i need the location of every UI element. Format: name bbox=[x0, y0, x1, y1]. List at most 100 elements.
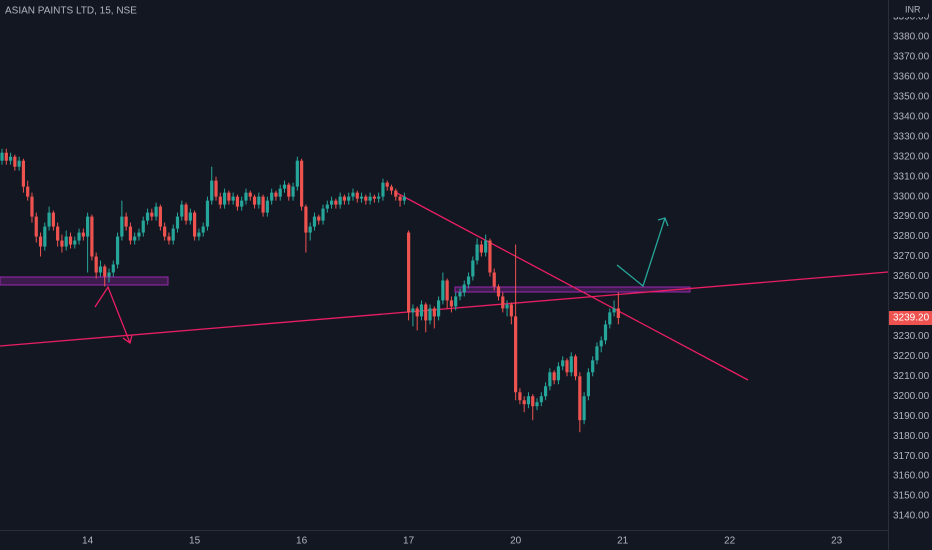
candle-body bbox=[193, 212, 197, 237]
candle-body bbox=[501, 296, 505, 309]
candle-body bbox=[227, 192, 231, 201]
candle-body bbox=[235, 196, 240, 207]
candle-body bbox=[505, 304, 509, 309]
x-tick-label: 22 bbox=[724, 536, 736, 547]
candle-body bbox=[522, 400, 526, 405]
candle-body bbox=[573, 356, 578, 377]
candle-body bbox=[569, 356, 573, 373]
currency-bg bbox=[892, 3, 928, 17]
candle-body bbox=[368, 196, 372, 201]
candle-body bbox=[334, 200, 338, 205]
candle-body bbox=[347, 196, 351, 201]
candle-body bbox=[603, 324, 608, 341]
candle-body bbox=[304, 206, 308, 233]
candle-body bbox=[175, 216, 180, 229]
last-price-label: 3239.20 bbox=[893, 313, 930, 324]
candle-body bbox=[201, 226, 205, 233]
candle-body bbox=[539, 396, 543, 403]
candle-body bbox=[454, 296, 458, 307]
candle-body bbox=[449, 300, 454, 307]
candle-body bbox=[377, 196, 381, 199]
y-tick-label: 3150.00 bbox=[893, 491, 930, 502]
candle-body bbox=[599, 340, 603, 347]
trend-line bbox=[394, 191, 749, 381]
candle-body bbox=[436, 300, 441, 317]
candle-body bbox=[556, 366, 561, 381]
candle-body bbox=[548, 372, 552, 387]
candle-body bbox=[565, 360, 569, 373]
candle-body bbox=[158, 206, 162, 227]
currency: INR bbox=[905, 4, 921, 14]
trend-line bbox=[0, 271, 889, 347]
candle-body bbox=[205, 200, 210, 227]
candle-body bbox=[484, 240, 488, 253]
axes: 3140.00 3150.00 3160.00 3170.00 3180.00 3190.… bbox=[82, 12, 932, 547]
candle-body bbox=[582, 396, 586, 421]
x-tick-label: 21 bbox=[617, 536, 629, 547]
candle-body bbox=[282, 184, 287, 189]
candle-body bbox=[51, 212, 55, 227]
candle-body bbox=[509, 304, 513, 317]
candle-body bbox=[13, 156, 17, 167]
candle-body bbox=[561, 360, 565, 367]
candle-body bbox=[479, 244, 483, 253]
candle-body bbox=[8, 156, 13, 161]
path-arrow bbox=[616, 217, 666, 288]
candle-body bbox=[261, 196, 265, 213]
candle-body bbox=[458, 292, 462, 297]
candle-body bbox=[291, 186, 295, 197]
candle-body bbox=[30, 196, 34, 217]
candle-body bbox=[141, 220, 145, 233]
candle-body bbox=[287, 184, 291, 197]
candle-body bbox=[0, 152, 4, 161]
candle-body bbox=[518, 392, 522, 401]
y-tick-label: 3200.00 bbox=[893, 391, 930, 402]
candle-body bbox=[265, 200, 269, 213]
candle-body bbox=[26, 186, 30, 197]
arrow-head bbox=[657, 217, 669, 227]
y-tick-label: 3290.00 bbox=[893, 211, 930, 222]
y-tick-label: 3280.00 bbox=[893, 231, 930, 242]
candle-body bbox=[17, 160, 21, 167]
y-tick-label: 3180.00 bbox=[893, 431, 930, 442]
candle-body bbox=[591, 360, 595, 373]
candle-body bbox=[21, 160, 26, 187]
candle-body bbox=[115, 236, 120, 265]
candle-body bbox=[441, 280, 445, 301]
candle-body bbox=[34, 216, 38, 237]
candle-body bbox=[543, 386, 548, 397]
candle-body bbox=[103, 266, 107, 277]
candle-body bbox=[248, 192, 252, 197]
candle-body bbox=[128, 226, 133, 241]
candle-body bbox=[595, 346, 599, 361]
candle-body bbox=[133, 236, 137, 241]
candle-body bbox=[197, 232, 201, 237]
candle-body bbox=[81, 232, 85, 237]
candle-body bbox=[257, 196, 261, 205]
candle-body bbox=[222, 192, 227, 205]
zone bbox=[0, 276, 169, 286]
candle-body bbox=[218, 196, 222, 205]
last-price-box bbox=[889, 311, 932, 325]
candle-body bbox=[381, 182, 385, 197]
y-tick-label: 3140.00 bbox=[893, 511, 930, 522]
candle-body bbox=[496, 286, 501, 297]
candle-body bbox=[163, 226, 167, 237]
candle-body bbox=[137, 232, 141, 237]
candle-body bbox=[402, 196, 406, 201]
candle-body bbox=[586, 372, 590, 397]
y-tick-label: 3340.00 bbox=[893, 111, 930, 122]
y-tick-label: 3310.00 bbox=[893, 171, 930, 182]
candle-body bbox=[56, 226, 60, 241]
candle-body bbox=[526, 396, 531, 405]
candle-body bbox=[385, 182, 389, 187]
candle-body bbox=[90, 216, 94, 257]
candle-body bbox=[321, 208, 325, 221]
arrow-head bbox=[122, 334, 133, 345]
candle-body bbox=[462, 284, 466, 293]
candle-body bbox=[552, 372, 556, 381]
y-tick-label: 3210.00 bbox=[893, 371, 930, 382]
chart-title: ASIAN PAINTS LTD, 15, NSE bbox=[5, 6, 137, 17]
candle-body bbox=[312, 216, 317, 227]
